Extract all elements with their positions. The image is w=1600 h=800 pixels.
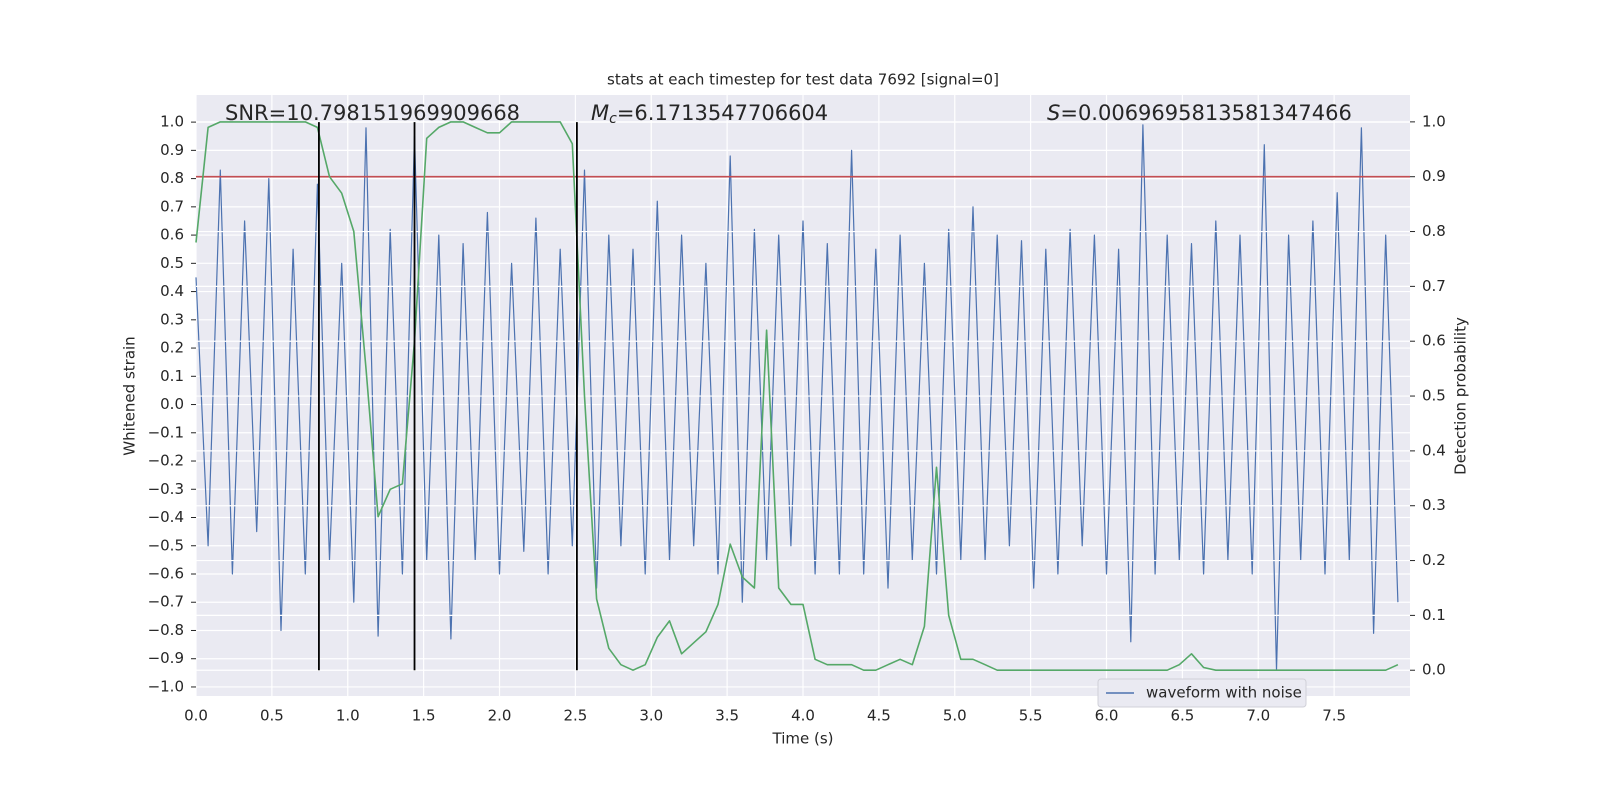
y2-tick-label: 0.4 <box>1422 441 1446 459</box>
y2-tick-label: 0.9 <box>1422 167 1446 185</box>
y-tick-label: 0.6 <box>160 226 184 244</box>
y-tick-label: 0.5 <box>160 254 184 272</box>
x-tick-label: 5.0 <box>943 707 967 725</box>
annotation-text: SNR=10.798151969909668 <box>225 101 520 125</box>
y2-tick-label: 0.0 <box>1422 661 1446 679</box>
legend-box <box>1097 678 1307 708</box>
annotation-text: =6.1713547706604 <box>617 101 828 125</box>
y-tick-label: −0.2 <box>148 452 184 470</box>
x-axis-label: Time (s) <box>772 730 834 748</box>
x-tick-label: 3.5 <box>715 707 739 725</box>
y2-tick-label: 0.6 <box>1422 332 1446 350</box>
y2-tick-label: 0.2 <box>1422 551 1446 569</box>
chart-title: stats at each timestep for test data 769… <box>607 71 999 89</box>
x-tick-label: 3.0 <box>639 707 663 725</box>
y-tick-label: 0.1 <box>160 367 184 385</box>
y2-tick-label: 1.0 <box>1422 112 1446 130</box>
legend-label: waveform with noise <box>1146 684 1302 702</box>
y2-axis-label: Detection probability <box>1452 317 1470 475</box>
annotation: S=0.0069695813581347466 <box>1047 101 1352 125</box>
y-tick-label: 1.0 <box>160 113 184 131</box>
y-tick-label: −0.8 <box>148 621 184 639</box>
x-tick-label: 4.0 <box>791 707 815 725</box>
x-tick-label: 7.5 <box>1322 707 1346 725</box>
x-tick-label: 5.5 <box>1019 707 1043 725</box>
x-tick-label: 2.5 <box>563 707 587 725</box>
annotation: SNR=10.798151969909668 <box>225 101 520 125</box>
annotation-text: =0.0069695813581347466 <box>1060 101 1352 125</box>
y-tick-label: −0.5 <box>148 536 184 554</box>
y-axis-label: Whitened strain <box>121 336 139 455</box>
y-tick-label: 0.8 <box>160 169 184 187</box>
annotation-symbol: S <box>1047 101 1060 125</box>
x-tick-label: 4.5 <box>867 707 891 725</box>
series-line <box>195 124 1399 671</box>
legend: waveform with noise <box>1097 678 1307 708</box>
x-tick-label: 1.0 <box>336 707 360 725</box>
x-tick-label: 6.5 <box>1170 707 1194 725</box>
y2-tick-label: 0.3 <box>1422 496 1446 514</box>
annotation-subscript: c <box>609 111 617 127</box>
y2-tick-label: 0.1 <box>1422 606 1446 624</box>
y-tick-label: 0.9 <box>160 141 184 159</box>
annotation-symbol: M <box>591 101 609 125</box>
x-tick-label: 6.0 <box>1095 707 1119 725</box>
x-tick-label: 7.0 <box>1246 707 1270 725</box>
y-tick-label: −0.3 <box>148 480 184 498</box>
y-tick-label: −0.1 <box>148 423 184 441</box>
y-tick-label: −0.6 <box>148 564 184 582</box>
y-tick-label: 0.7 <box>160 197 184 215</box>
y2-tick-label: 0.8 <box>1422 222 1446 240</box>
y-tick-label: −0.7 <box>148 593 184 611</box>
y2-tick-label: 0.5 <box>1422 387 1446 405</box>
y-tick-label: 0.2 <box>160 339 184 357</box>
y-tick-label: −0.9 <box>148 649 184 667</box>
x-tick-label: 0.0 <box>184 707 208 725</box>
x-tick-label: 0.5 <box>260 707 284 725</box>
y-tick-label: 0.3 <box>160 310 184 328</box>
annotation: Mc=6.1713547706604 <box>591 101 828 127</box>
y-tick-label: 0.0 <box>160 395 184 413</box>
y-tick-label: −1.0 <box>148 677 184 695</box>
y-tick-label: 0.4 <box>160 282 184 300</box>
x-tick-label: 1.5 <box>412 707 436 725</box>
x-tick-label: 2.0 <box>488 707 512 725</box>
y2-tick-label: 0.7 <box>1422 277 1446 295</box>
series-line <box>195 121 1399 671</box>
y-tick-label: −0.4 <box>148 508 184 526</box>
